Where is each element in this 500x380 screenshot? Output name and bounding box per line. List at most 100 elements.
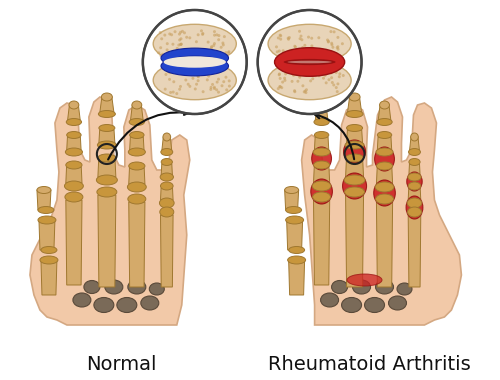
Circle shape <box>172 43 174 46</box>
Circle shape <box>191 72 194 75</box>
Circle shape <box>166 70 170 73</box>
Circle shape <box>218 34 220 37</box>
Polygon shape <box>346 130 362 143</box>
Ellipse shape <box>41 247 57 253</box>
Ellipse shape <box>349 93 360 101</box>
Ellipse shape <box>342 173 366 199</box>
Ellipse shape <box>99 125 115 131</box>
Ellipse shape <box>160 207 174 217</box>
Circle shape <box>278 77 281 80</box>
Circle shape <box>186 83 190 86</box>
Ellipse shape <box>311 179 332 204</box>
Circle shape <box>220 84 224 87</box>
Circle shape <box>174 30 176 33</box>
Circle shape <box>227 51 230 54</box>
Ellipse shape <box>344 187 364 197</box>
Polygon shape <box>130 105 143 120</box>
Circle shape <box>158 51 160 54</box>
Circle shape <box>204 67 207 70</box>
Circle shape <box>290 53 294 56</box>
Circle shape <box>300 38 304 41</box>
Ellipse shape <box>268 24 351 63</box>
Circle shape <box>316 50 319 53</box>
Polygon shape <box>348 97 362 112</box>
Ellipse shape <box>288 256 306 264</box>
Circle shape <box>298 52 301 55</box>
Ellipse shape <box>105 280 123 294</box>
Circle shape <box>164 88 166 91</box>
Circle shape <box>206 41 210 44</box>
Circle shape <box>280 55 283 57</box>
Circle shape <box>290 80 294 83</box>
Circle shape <box>215 88 218 91</box>
Circle shape <box>211 83 214 86</box>
Ellipse shape <box>160 182 173 190</box>
Polygon shape <box>66 167 82 183</box>
Circle shape <box>320 51 323 54</box>
Circle shape <box>168 32 171 35</box>
Circle shape <box>195 72 198 75</box>
Circle shape <box>277 87 280 90</box>
Polygon shape <box>37 190 51 210</box>
Ellipse shape <box>314 119 329 125</box>
Circle shape <box>170 33 173 36</box>
Ellipse shape <box>163 133 170 141</box>
Circle shape <box>336 45 340 48</box>
Circle shape <box>159 46 162 49</box>
Ellipse shape <box>312 181 331 191</box>
Circle shape <box>282 49 284 52</box>
Circle shape <box>283 77 286 80</box>
Polygon shape <box>376 168 392 184</box>
Ellipse shape <box>409 158 420 166</box>
Circle shape <box>176 47 178 50</box>
Polygon shape <box>346 195 364 287</box>
Circle shape <box>332 46 334 49</box>
Ellipse shape <box>117 298 137 312</box>
Polygon shape <box>41 260 57 295</box>
Circle shape <box>181 66 184 70</box>
Ellipse shape <box>84 280 100 293</box>
Ellipse shape <box>281 55 307 68</box>
Ellipse shape <box>312 147 332 170</box>
Circle shape <box>217 71 220 74</box>
Ellipse shape <box>312 55 338 68</box>
Circle shape <box>172 90 174 93</box>
Circle shape <box>309 79 312 82</box>
Circle shape <box>332 84 335 87</box>
Ellipse shape <box>375 182 394 192</box>
Polygon shape <box>410 137 420 150</box>
Circle shape <box>160 54 162 57</box>
Circle shape <box>207 74 210 78</box>
Circle shape <box>284 79 286 82</box>
Ellipse shape <box>268 61 351 100</box>
Circle shape <box>307 36 310 39</box>
Polygon shape <box>98 195 116 287</box>
Ellipse shape <box>37 187 51 193</box>
Circle shape <box>306 52 308 55</box>
Circle shape <box>164 33 166 36</box>
Circle shape <box>183 31 186 34</box>
Circle shape <box>277 36 280 40</box>
Circle shape <box>174 65 177 68</box>
Ellipse shape <box>397 283 412 295</box>
Circle shape <box>224 51 228 54</box>
Circle shape <box>296 53 299 56</box>
Ellipse shape <box>66 148 82 156</box>
Ellipse shape <box>98 111 116 117</box>
Ellipse shape <box>73 293 91 307</box>
Circle shape <box>192 66 194 70</box>
Circle shape <box>166 42 169 45</box>
Ellipse shape <box>98 154 116 162</box>
Circle shape <box>213 86 216 89</box>
Polygon shape <box>162 137 172 150</box>
Ellipse shape <box>345 141 364 149</box>
Circle shape <box>327 40 330 43</box>
Polygon shape <box>286 220 302 250</box>
Polygon shape <box>161 164 172 175</box>
Circle shape <box>299 70 302 73</box>
Circle shape <box>195 40 198 43</box>
Ellipse shape <box>376 148 393 156</box>
Ellipse shape <box>408 207 422 217</box>
Circle shape <box>284 73 287 75</box>
Circle shape <box>327 41 330 43</box>
